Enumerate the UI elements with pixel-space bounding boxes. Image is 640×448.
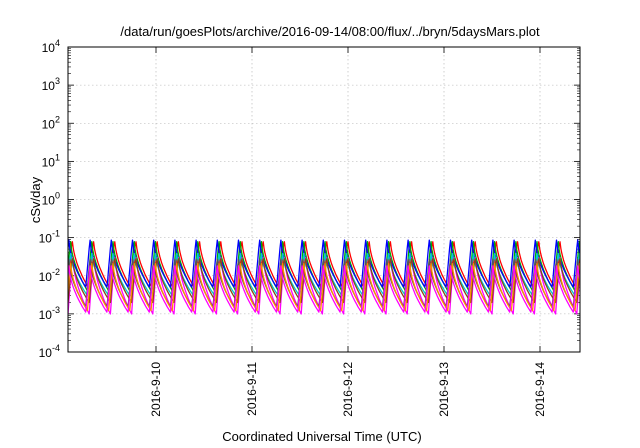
y-tick-label: 100	[42, 191, 60, 208]
x-axis-label: Coordinated Universal Time (UTC)	[222, 429, 421, 444]
y-tick-label: 10-3	[39, 305, 60, 322]
chart-title: /data/run/goesPlots/archive/2016-09-14/0…	[120, 24, 540, 39]
y-tick-label: 102	[42, 114, 60, 131]
x-tick-label: 2016-9-12	[341, 362, 355, 417]
y-tick-label: 10-4	[39, 343, 60, 360]
plot-frame	[67, 46, 581, 353]
plot-area: 10-4 10-3 10-2 10-1 100 101 102 103 104 2016-9-10…	[39, 38, 581, 417]
y-tick-label: 10-2	[39, 267, 60, 284]
series-line	[68, 265, 580, 313]
series-line	[68, 258, 580, 304]
y-tick-label: 103	[42, 76, 60, 93]
y-tick-label: 10-1	[39, 229, 60, 246]
series-line	[68, 239, 580, 288]
x-tick-label: 2016-9-14	[533, 362, 547, 417]
y-tick-label: 104	[42, 38, 60, 55]
x-tick-label: 2016-9-13	[437, 362, 451, 417]
x-tick-label: 2016-9-11	[245, 362, 259, 416]
y-tick-label: 101	[42, 152, 60, 169]
y-axis-label: cSv/day	[28, 176, 43, 223]
series-line	[68, 263, 580, 312]
x-tick-label: 2016-9-10	[149, 362, 163, 417]
series-group	[68, 239, 580, 315]
